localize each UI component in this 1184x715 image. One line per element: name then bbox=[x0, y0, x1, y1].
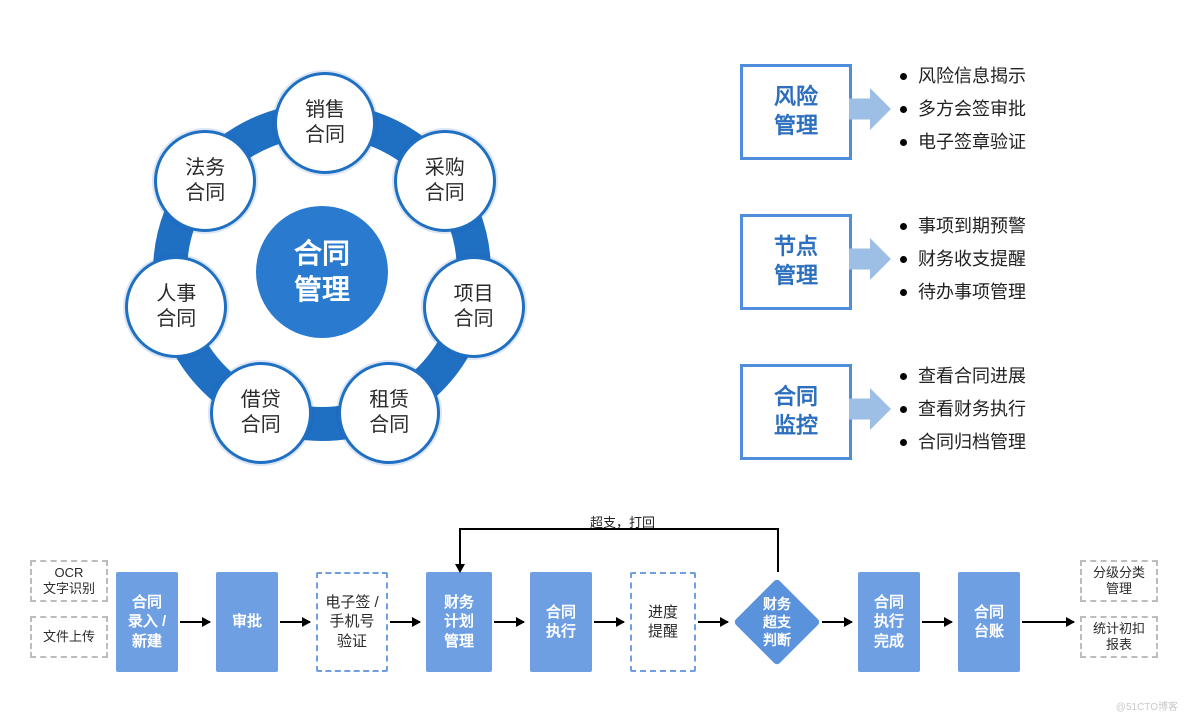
category-2: 合同监控查看合同进展查看财务执行合同归档管理 bbox=[740, 350, 1160, 470]
process-flow: OCR文字识别文件上传 分级分类管理统计初扣报表 合同录入 /新建审批电子签 /手机… bbox=[30, 552, 1160, 702]
category-item: 财务收支提醒 bbox=[900, 247, 1026, 272]
flow-step-6: 财务超支判断 bbox=[734, 572, 820, 672]
flow-step-5: 进度提醒 bbox=[630, 572, 696, 672]
watermark: @51CTO博客 bbox=[1116, 698, 1178, 713]
flow-step-4: 合同执行 bbox=[530, 572, 592, 672]
flow-side-box: 统计初扣报表 bbox=[1080, 616, 1158, 658]
ring-node-2: 项目合同 bbox=[423, 256, 525, 358]
flow-step-8: 合同台账 bbox=[958, 572, 1020, 672]
flow-arrow-icon bbox=[594, 621, 624, 623]
flow-step-7: 合同执行完成 bbox=[858, 572, 920, 672]
flow-loop-line bbox=[777, 528, 779, 572]
category-item: 查看合同进展 bbox=[900, 364, 1026, 389]
category-item: 风险信息揭示 bbox=[900, 64, 1026, 89]
flow-side-box: OCR文字识别 bbox=[30, 560, 108, 602]
flow-side-box: 分级分类管理 bbox=[1080, 560, 1158, 602]
category-list: 风险信息揭示多方会签审批电子签章验证 bbox=[900, 56, 1026, 164]
category-item: 查看财务执行 bbox=[900, 397, 1026, 422]
category-box: 节点管理 bbox=[740, 214, 852, 310]
ring-center: 合同管理 bbox=[256, 206, 388, 338]
flow-arrow-icon bbox=[822, 621, 852, 623]
contract-type-ring: 合同管理 销售合同采购合同项目合同租赁合同借贷合同人事合同 法务合同 bbox=[82, 32, 562, 512]
ring-node-3: 租赁合同 bbox=[338, 362, 440, 464]
category-item: 多方会签审批 bbox=[900, 97, 1026, 122]
flow-arrow-icon bbox=[698, 621, 728, 623]
flow-arrow-icon bbox=[494, 621, 524, 623]
ring-node-4: 借贷合同 bbox=[210, 362, 312, 464]
flow-arrow-icon bbox=[180, 621, 210, 623]
flow-side-box: 文件上传 bbox=[30, 616, 108, 658]
flow-arrow-icon bbox=[280, 621, 310, 623]
ring-node-6: 法务合同 bbox=[154, 130, 256, 232]
ring-center-label: 合同管理 bbox=[294, 236, 350, 309]
flow-arrow-icon bbox=[922, 621, 952, 623]
category-box: 风险管理 bbox=[740, 64, 852, 160]
flow-loop-arrowhead-icon bbox=[455, 564, 465, 573]
flow-loop-label: 超支，打回 bbox=[590, 512, 655, 531]
category-list: 查看合同进展查看财务执行合同归档管理 bbox=[900, 356, 1026, 464]
flow-loop-line bbox=[459, 528, 461, 566]
flow-step-0: 合同录入 /新建 bbox=[116, 572, 178, 672]
category-1: 节点管理事项到期预警财务收支提醒待办事项管理 bbox=[740, 200, 1160, 320]
flow-step-3: 财务计划管理 bbox=[426, 572, 492, 672]
flow-arrow-icon bbox=[390, 621, 420, 623]
ring-node-5: 人事合同 bbox=[125, 256, 227, 358]
ring-node-0: 销售合同 bbox=[274, 72, 376, 174]
flow-step-1: 审批 bbox=[216, 572, 278, 672]
category-box: 合同监控 bbox=[740, 364, 852, 460]
category-list: 事项到期预警财务收支提醒待办事项管理 bbox=[900, 206, 1026, 314]
category-item: 事项到期预警 bbox=[900, 214, 1026, 239]
category-0: 风险管理风险信息揭示多方会签审批电子签章验证 bbox=[740, 50, 1160, 170]
ring-node-1: 采购合同 bbox=[394, 130, 496, 232]
flow-step-2: 电子签 /手机号验证 bbox=[316, 572, 388, 672]
category-item: 待办事项管理 bbox=[900, 280, 1026, 305]
category-item: 合同归档管理 bbox=[900, 430, 1026, 455]
flow-arrow-icon bbox=[1022, 621, 1074, 623]
category-item: 电子签章验证 bbox=[900, 130, 1026, 155]
